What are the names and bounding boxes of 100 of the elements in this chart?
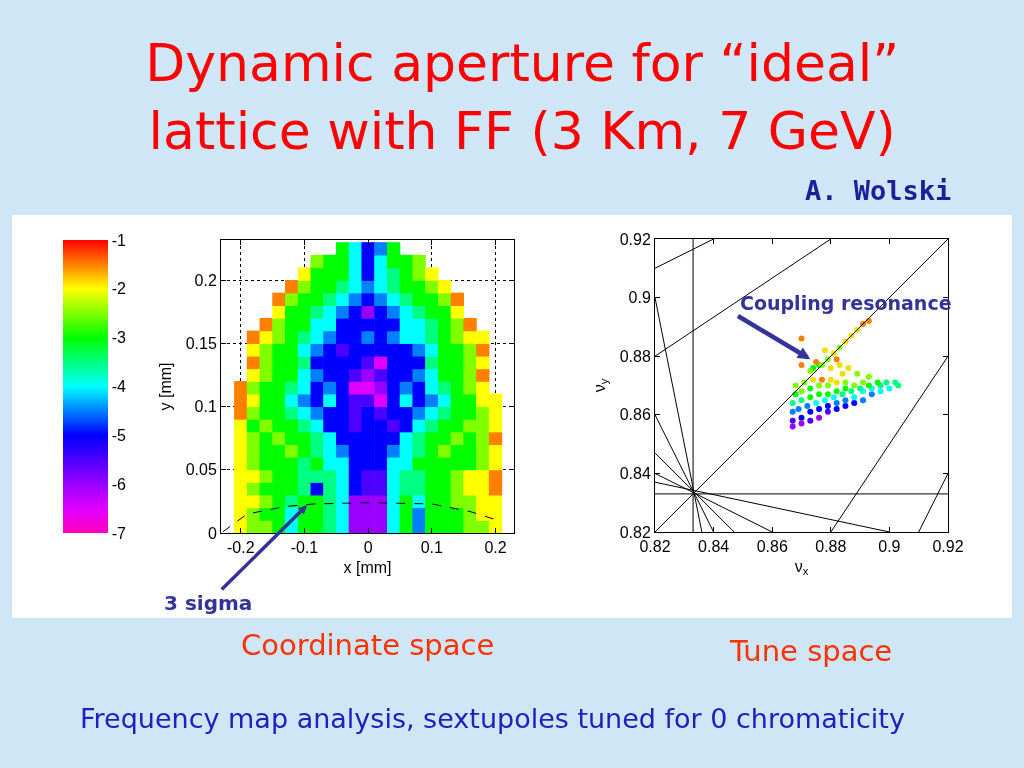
- text: Tune space: [729, 634, 893, 668]
- y-axis-title: y [mm]: [156, 362, 174, 411]
- point: [361, 406, 375, 420]
- point: [425, 494, 439, 509]
- point: [412, 469, 426, 483]
- point: [361, 330, 375, 344]
- point: [297, 305, 312, 319]
- color-bar-label: -5: [111, 426, 127, 444]
- point: [374, 520, 388, 533]
- point: [272, 444, 286, 458]
- chart-title: Dynamic aperture for “ideal” lattice with FF (3 Km, 7 GeV): [145, 33, 900, 161]
- point: [437, 520, 452, 533]
- point: [374, 343, 388, 357]
- point: [488, 431, 503, 445]
- point: [425, 431, 439, 445]
- point: [463, 444, 477, 458]
- point: [476, 343, 490, 357]
- y-tick-label: 0.9: [628, 289, 651, 307]
- point: [374, 507, 388, 521]
- point: [476, 330, 490, 344]
- point: [335, 242, 350, 256]
- point: [323, 343, 337, 357]
- point: [323, 406, 337, 420]
- point: [285, 280, 299, 294]
- x-tick-label: 0.84: [698, 538, 730, 556]
- point: [463, 368, 477, 382]
- point: [488, 469, 503, 483]
- point: [297, 444, 312, 458]
- point: [246, 406, 261, 420]
- point: [234, 393, 248, 408]
- point: [361, 393, 375, 408]
- point: [272, 494, 286, 509]
- point: [374, 406, 388, 420]
- x-axis-title: x [mm]: [343, 558, 392, 576]
- y-tick-label: 0.2: [194, 272, 217, 290]
- color-bar-label: -6: [111, 475, 127, 493]
- point: [450, 292, 464, 307]
- x-tick-label: 0.2: [484, 539, 507, 557]
- point: [323, 267, 337, 281]
- annotation: 3 sigma: [164, 591, 253, 615]
- x-tick-label: -0.1: [290, 539, 319, 557]
- y-tick-label: 0.92: [619, 230, 651, 248]
- color-bar-label: -3: [111, 329, 127, 347]
- point: [246, 507, 261, 521]
- x-tick-label: 0.92: [932, 538, 964, 556]
- point: [361, 343, 375, 357]
- point: [437, 494, 452, 509]
- x-tick-label: -0.2: [226, 539, 255, 557]
- color-bar-label: -1: [111, 231, 127, 249]
- point: [476, 520, 490, 533]
- point: [335, 267, 350, 281]
- point: [246, 520, 261, 533]
- point: [412, 254, 426, 269]
- point: [361, 494, 375, 509]
- point: [272, 292, 286, 307]
- point: [425, 305, 439, 319]
- x-tick-label: 0: [363, 539, 373, 557]
- color-bar-label: -7: [111, 524, 127, 542]
- y-tick-label: 0.88: [619, 347, 651, 365]
- x-axis-title: ν$_{x}$: [794, 557, 809, 578]
- point: [361, 469, 375, 483]
- point: [412, 267, 426, 281]
- point: [476, 431, 490, 445]
- point: [374, 368, 388, 382]
- point: [386, 406, 401, 420]
- point: [386, 343, 401, 357]
- text: A. Wolski: [805, 175, 952, 206]
- y-tick-label: 0.05: [185, 461, 217, 479]
- point: [476, 406, 490, 420]
- point: [412, 292, 426, 307]
- point: [246, 330, 261, 344]
- point: [285, 305, 299, 319]
- text: Coordinate space: [241, 628, 495, 662]
- y-tick-label: 0.15: [185, 335, 217, 353]
- point: [425, 507, 439, 521]
- y-tick-label: 0.82: [619, 523, 651, 541]
- point: [361, 368, 375, 382]
- y-tick-label: 0.86: [619, 406, 651, 424]
- point: [437, 305, 452, 319]
- point: [463, 317, 477, 332]
- point: [463, 520, 477, 533]
- point: [437, 507, 452, 521]
- point: [386, 330, 401, 344]
- y-tick-label: 0: [207, 524, 217, 542]
- point: [246, 431, 261, 445]
- point: [386, 242, 401, 256]
- color-bar-label: -2: [111, 280, 127, 298]
- point: [323, 330, 337, 344]
- x-tick-label: 0.88: [815, 538, 847, 556]
- point: [272, 507, 286, 521]
- point: [476, 444, 490, 458]
- point: [285, 444, 299, 458]
- point: [476, 368, 490, 382]
- point: [437, 431, 452, 445]
- point: [234, 381, 248, 395]
- point: [285, 292, 299, 307]
- point: [437, 292, 452, 307]
- point: [297, 292, 312, 307]
- point: [323, 469, 337, 483]
- point: [374, 393, 388, 408]
